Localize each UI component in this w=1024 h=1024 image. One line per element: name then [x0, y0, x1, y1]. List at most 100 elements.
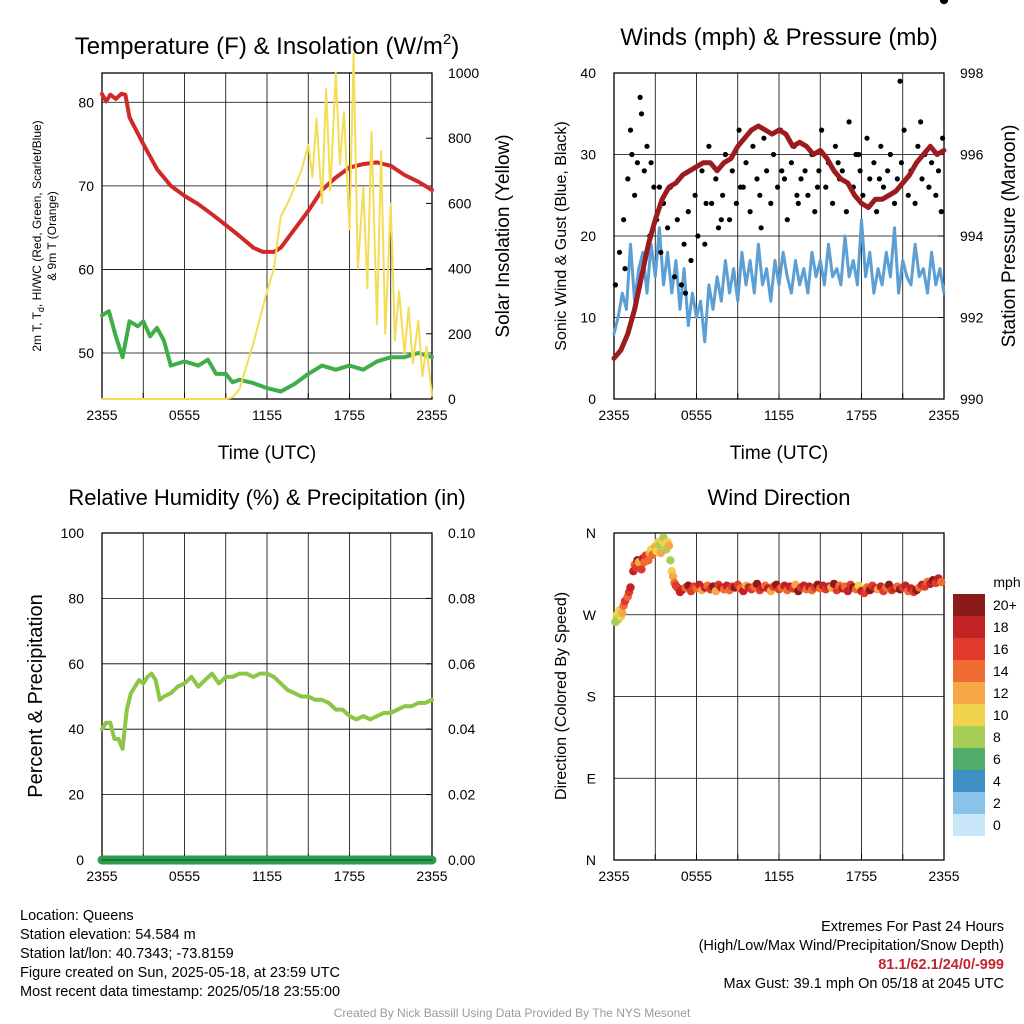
wind-gust-point [715, 225, 722, 231]
wind-chart-title: Winds (mph) & Pressure (mb) [620, 24, 937, 51]
wind-gust-point [814, 184, 821, 190]
wind-x-tick-label: 0555 [681, 407, 712, 423]
wind-gust-point [860, 192, 866, 198]
wind-gust-point [894, 176, 900, 182]
temp-y2-tick-label: 200 [448, 326, 472, 342]
wind-gust-point [632, 192, 638, 198]
wind-gust-point [706, 143, 712, 149]
wind-gust-point [665, 225, 671, 231]
wind-gust-point [629, 151, 635, 158]
wind-gust-point [905, 192, 911, 198]
wind-gust-point [638, 111, 645, 117]
wind-gust-point [798, 176, 804, 182]
wind-gust-point [897, 78, 903, 84]
wdir-legend-label: 14 [993, 663, 1009, 679]
extremes-info: Extremes For Past 24 Hours (High/Low/Max… [699, 918, 1004, 994]
temp-x-tick-label: 2355 [86, 407, 117, 423]
extremes-values: 81.1/62.1/24/0/-999 [878, 957, 1004, 973]
wind-gust-point [891, 200, 898, 206]
wdir-legend-title: mph [993, 574, 1020, 590]
wind-gust-point [648, 160, 654, 166]
rh-x-tick-label: 2355 [416, 868, 447, 884]
wdir-legend-label: 18 [993, 619, 1009, 635]
wdir-point [664, 541, 674, 550]
wind-gust-point [637, 94, 643, 100]
wind-gust-point [674, 217, 680, 223]
temp-y-tick-label: 50 [78, 345, 94, 361]
wdir-legend-label: 16 [993, 641, 1009, 657]
wind-gust-point [758, 225, 764, 231]
wdir-legend-swatch [953, 814, 985, 836]
rh-y2-tick-label: 0.04 [448, 721, 475, 737]
wind-gust-point [802, 168, 808, 174]
rh-y-tick-label: 0 [76, 852, 84, 868]
wind-gust-point [733, 200, 740, 206]
temp-y2-tick-label: 0 [448, 391, 456, 407]
temp-y2-tick-label: 800 [448, 130, 472, 146]
temp-x-tick-label: 1755 [334, 407, 365, 423]
wind-y-tick-label: 0 [588, 391, 596, 407]
temp-y-axis-label: 2m T, Td, HI/WC (Red, Green, Scarlet/Blu… [30, 120, 46, 351]
wind-gust-point [750, 143, 756, 149]
temp-y-tick-label: 80 [78, 94, 94, 110]
temp-x-axis-label: Time (UTC) [218, 443, 317, 464]
temp-line-td2m [100, 309, 434, 394]
location-text: Location: Queens [20, 908, 134, 924]
wind-gust-point [616, 249, 623, 255]
rh-y-tick-label: 20 [68, 787, 84, 803]
wind-gust-point [876, 176, 883, 182]
temp-line-t2m [100, 91, 434, 254]
wind-gust-point [695, 233, 701, 239]
wind-gust-point [832, 143, 839, 149]
wdir-x-tick-label: 0555 [681, 868, 712, 884]
rh-y-tick-label: 40 [68, 721, 84, 737]
wdir-legend-label: 12 [993, 685, 1009, 701]
wind-gust-point [864, 135, 870, 141]
rh-chart-title: Relative Humidity (%) & Precipitation (i… [68, 485, 465, 510]
wind-gust-point [823, 184, 829, 190]
temp-y2-tick-label: 1000 [448, 65, 479, 81]
wind-x-tick-label: 1155 [764, 407, 794, 423]
wind-gust-point [754, 176, 760, 182]
wdir-point [939, 0, 949, 5]
wind-gust-point [788, 160, 795, 166]
wind-gust-point [770, 151, 777, 158]
wind-gust-point [935, 168, 942, 174]
wdir-y-tick-label: W [583, 607, 597, 623]
wdir-legend-swatch [953, 638, 985, 660]
wind-gust-point [627, 127, 634, 133]
credit-text: Created By Nick Bassill Using Data Provi… [333, 1006, 691, 1020]
wind-gust-point [839, 168, 845, 174]
wind-gust-point [743, 160, 749, 166]
wdir-x-tick-label: 2355 [928, 868, 959, 884]
wind-gust-point [612, 282, 619, 288]
wdir-point [937, 577, 946, 587]
wind-gust-point [819, 127, 825, 133]
wind-gust-point [713, 176, 719, 182]
wind-gust-point [915, 143, 921, 149]
wind-gust-point [729, 168, 735, 174]
wind-gust-point [671, 274, 678, 280]
rh-x-tick-label: 2355 [86, 868, 117, 884]
wind-gust-point [681, 241, 687, 247]
wind-gust-point [764, 168, 770, 174]
wdir-legend-swatch [953, 704, 985, 726]
rh-x-tick-label: 0555 [169, 868, 200, 884]
wind-y2-tick-label: 990 [960, 391, 984, 407]
wdir-legend-label: 0 [993, 817, 1001, 833]
wind-y-tick-label: 10 [580, 310, 596, 326]
wind-gust-point [634, 160, 641, 166]
wdir-y-tick-label: N [586, 852, 596, 868]
wind-gust-point [856, 151, 862, 158]
wind-gust-point [926, 184, 932, 190]
rh-y-tick-label: 60 [68, 656, 84, 672]
wind-gust-point [736, 127, 742, 133]
wind-gust-point [830, 200, 836, 206]
wdir-x-tick-label: 1755 [846, 868, 877, 884]
temp-y-tick-label: 70 [78, 178, 94, 194]
temp-y-tick-label: 60 [78, 261, 94, 277]
wdir-legend-swatch [953, 792, 985, 814]
max-gust-text: Max Gust: 39.1 mph On 05/18 at 2045 UTC [723, 976, 1004, 992]
wdir-legend-swatch [953, 616, 985, 638]
